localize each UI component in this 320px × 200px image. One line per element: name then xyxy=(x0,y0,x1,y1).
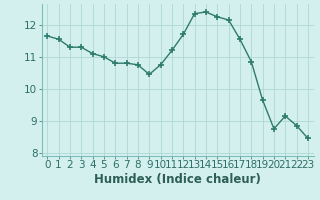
X-axis label: Humidex (Indice chaleur): Humidex (Indice chaleur) xyxy=(94,173,261,186)
